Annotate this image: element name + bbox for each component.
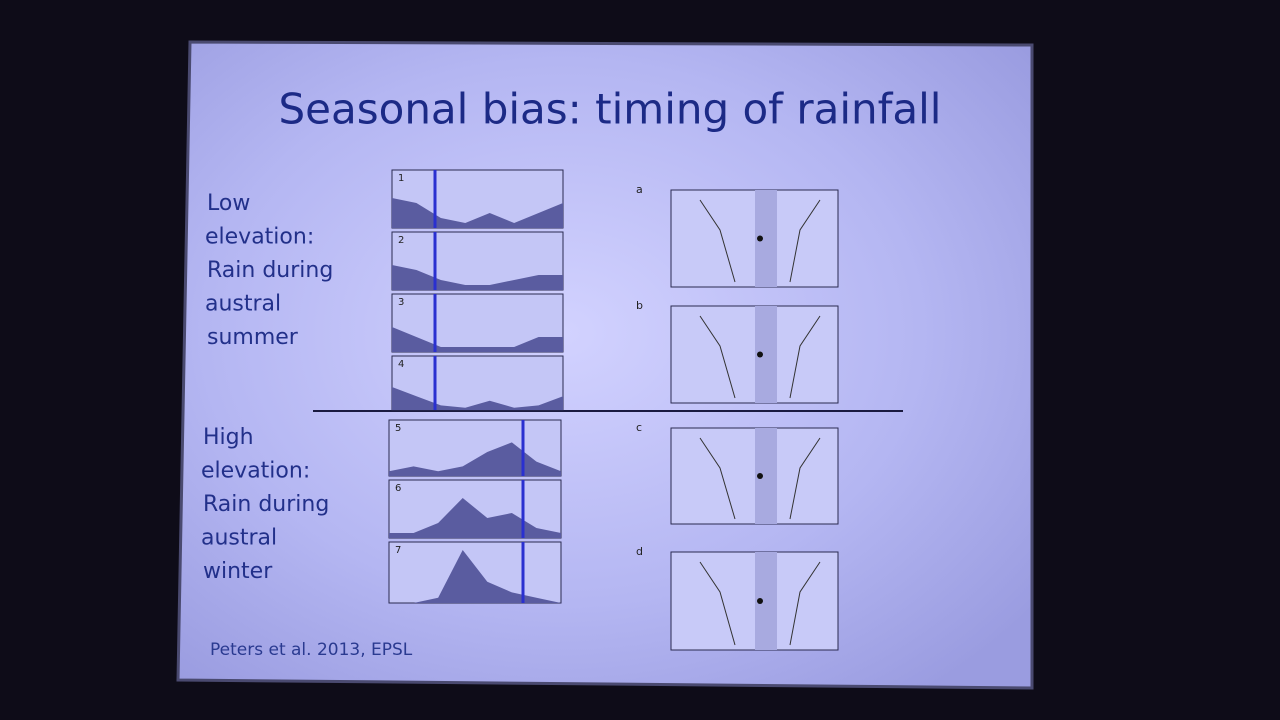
sample (757, 235, 763, 242)
panel-letter: c (636, 421, 642, 434)
profile (699, 315, 736, 399)
band (755, 552, 777, 650)
panel-number: 7 (395, 545, 401, 556)
profile (789, 561, 821, 646)
band (755, 190, 777, 287)
body-text: Rain during (203, 492, 329, 517)
panel-letter: d (636, 545, 643, 558)
band (755, 428, 777, 524)
profile (699, 561, 736, 646)
rain-area (389, 442, 561, 476)
panel-number: 3 (398, 297, 404, 308)
slide-title: Seasonal bias: timing of rainfall (279, 85, 942, 134)
body-text: summer (207, 325, 299, 350)
profile (699, 199, 736, 283)
sample (757, 351, 763, 358)
sample (757, 598, 763, 604)
body-text: austral (201, 526, 277, 551)
panel-frame (670, 189, 839, 288)
panel-number: 6 (395, 483, 401, 494)
profile (789, 199, 821, 283)
panel-number: 1 (398, 173, 404, 184)
panel-frame (670, 305, 839, 404)
panel-frame (670, 427, 839, 525)
panel-frame (670, 551, 839, 651)
band (755, 306, 777, 403)
body-text: austral (205, 292, 281, 317)
rain-area (389, 498, 561, 538)
labels: Low elevation: Rain during austral summer Hig… (201, 191, 333, 584)
panel-number: 4 (398, 359, 404, 370)
body-text: winter (203, 559, 273, 584)
sample (757, 473, 763, 479)
body-text: elevation: (205, 225, 314, 250)
panel-number: 5 (395, 423, 401, 434)
left-figure: 1 2 3 4 5 6 7 (388, 169, 564, 604)
panel-letter: a (636, 183, 643, 196)
profile (789, 437, 821, 520)
panel-number: 2 (398, 235, 404, 246)
right-figure: a b c d (636, 183, 839, 651)
body-text: High (203, 425, 254, 450)
rain-area (389, 550, 561, 603)
body-text: Rain during (207, 258, 333, 283)
profile (699, 437, 736, 520)
body-text: elevation: (201, 459, 310, 484)
profile (789, 315, 821, 399)
panel-letter: b (636, 299, 643, 312)
slide (176, 40, 1034, 690)
body-text: Low (207, 191, 250, 216)
citation: Peters et al. 2013, EPSL (210, 640, 413, 660)
